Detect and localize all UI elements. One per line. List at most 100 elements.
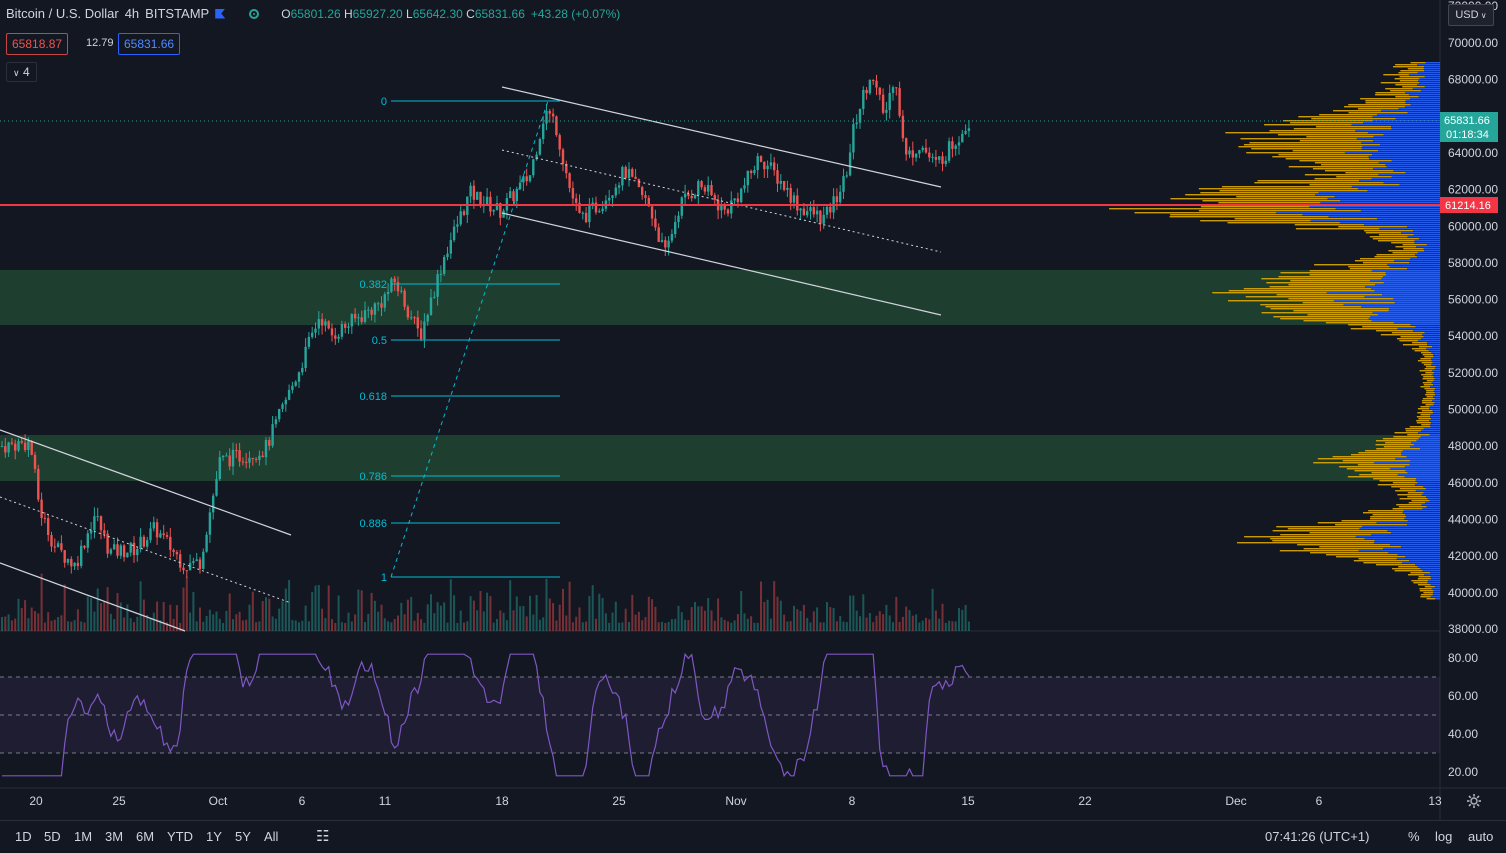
- candle-body[interactable]: [235, 449, 238, 451]
- candle-body[interactable]: [47, 518, 50, 536]
- candle-body[interactable]: [20, 441, 23, 443]
- candle-body[interactable]: [182, 567, 185, 571]
- candle-body[interactable]: [763, 161, 766, 170]
- candle-body[interactable]: [334, 335, 337, 339]
- candle-body[interactable]: [390, 278, 393, 292]
- candle-body[interactable]: [782, 180, 786, 190]
- candle-body[interactable]: [627, 169, 631, 179]
- candle-body[interactable]: [363, 310, 367, 322]
- candle-body[interactable]: [773, 162, 776, 171]
- candle-body[interactable]: [208, 512, 212, 535]
- candle-body[interactable]: [693, 195, 697, 199]
- market-status-icon[interactable]: [249, 8, 260, 19]
- candle-body[interactable]: [789, 187, 792, 203]
- candle-body[interactable]: [687, 193, 690, 196]
- candle-body[interactable]: [865, 90, 868, 94]
- candle-body[interactable]: [756, 156, 759, 171]
- candle-body[interactable]: [888, 92, 891, 110]
- candle-body[interactable]: [591, 202, 594, 205]
- candle-body[interactable]: [812, 207, 815, 215]
- candle-body[interactable]: [647, 197, 650, 207]
- candle-body[interactable]: [297, 372, 301, 382]
- candle-body[interactable]: [413, 317, 416, 319]
- candle-body[interactable]: [862, 90, 865, 109]
- candle-body[interactable]: [806, 211, 809, 216]
- candle-body[interactable]: [132, 542, 136, 556]
- flag-icon[interactable]: [215, 8, 226, 19]
- candle-body[interactable]: [63, 550, 66, 563]
- candle-body[interactable]: [868, 80, 872, 94]
- candle-body[interactable]: [852, 124, 855, 153]
- candle-body[interactable]: [769, 162, 773, 166]
- candle-body[interactable]: [307, 336, 311, 347]
- candle-body[interactable]: [710, 185, 713, 196]
- candle-body[interactable]: [353, 314, 357, 319]
- candle-body[interactable]: [423, 321, 426, 340]
- candle-body[interactable]: [654, 218, 657, 228]
- candle-body[interactable]: [611, 195, 614, 198]
- candle-body[interactable]: [258, 455, 261, 460]
- old-channel-lower[interactable]: [0, 562, 186, 632]
- candle-body[interactable]: [809, 207, 812, 212]
- candle-body[interactable]: [624, 166, 627, 179]
- candle-body[interactable]: [446, 253, 449, 258]
- candle-body[interactable]: [617, 185, 621, 188]
- candle-body[interactable]: [555, 116, 558, 136]
- channel-line-mid[interactable]: [501, 149, 942, 253]
- candle-body[interactable]: [324, 321, 327, 326]
- candle-body[interactable]: [188, 562, 192, 571]
- candle-body[interactable]: [4, 446, 7, 453]
- interval-label[interactable]: 4h: [124, 6, 140, 21]
- currency-select[interactable]: USD ∨: [1448, 4, 1494, 26]
- candle-body[interactable]: [268, 440, 271, 446]
- candle-body[interactable]: [951, 141, 954, 149]
- timeframe-1m[interactable]: 1M: [74, 829, 93, 844]
- candle-body[interactable]: [736, 198, 740, 203]
- candle-body[interactable]: [367, 309, 370, 311]
- candle-body[interactable]: [311, 332, 314, 337]
- candle-body[interactable]: [674, 222, 677, 235]
- candle-body[interactable]: [56, 543, 60, 548]
- candle-body[interactable]: [317, 319, 320, 329]
- candle-body[interactable]: [895, 87, 898, 89]
- candle-body[interactable]: [377, 303, 380, 305]
- candle-body[interactable]: [419, 328, 423, 340]
- candle-body[interactable]: [271, 424, 274, 446]
- timeframe-1y[interactable]: 1Y: [206, 829, 222, 844]
- indicators-toggle[interactable]: ∨ 4: [6, 62, 37, 82]
- candle-body[interactable]: [83, 545, 86, 548]
- candle-body[interactable]: [528, 175, 532, 182]
- candle-body[interactable]: [667, 240, 670, 248]
- candle-body[interactable]: [86, 533, 89, 548]
- candle-body[interactable]: [766, 165, 769, 170]
- candle-body[interactable]: [146, 540, 149, 547]
- candle-body[interactable]: [614, 187, 617, 196]
- candle-body[interactable]: [947, 141, 951, 161]
- candle-body[interactable]: [578, 202, 581, 213]
- candle-body[interactable]: [967, 128, 971, 131]
- candle-body[interactable]: [456, 224, 459, 227]
- candle-body[interactable]: [294, 381, 297, 386]
- fib-trend-line[interactable]: [390, 100, 549, 578]
- candle-body[interactable]: [228, 455, 231, 467]
- candle-body[interactable]: [436, 274, 439, 297]
- candle-body[interactable]: [215, 479, 218, 496]
- candle-body[interactable]: [845, 175, 848, 177]
- candle-body[interactable]: [129, 542, 132, 553]
- candle-body[interactable]: [264, 440, 268, 458]
- candle-body[interactable]: [278, 408, 281, 420]
- log-scale-button[interactable]: log: [1435, 829, 1453, 844]
- candle-body[interactable]: [284, 399, 287, 405]
- candle-body[interactable]: [650, 206, 654, 219]
- candle-body[interactable]: [779, 180, 782, 184]
- candle-body[interactable]: [594, 202, 598, 213]
- candle-body[interactable]: [50, 535, 53, 547]
- candle-body[interactable]: [733, 198, 736, 201]
- candle-body[interactable]: [644, 195, 647, 198]
- candle-body[interactable]: [27, 440, 30, 451]
- candle-body[interactable]: [941, 156, 944, 164]
- candle-body[interactable]: [918, 150, 921, 154]
- candle-body[interactable]: [535, 154, 538, 160]
- candle-body[interactable]: [383, 294, 386, 308]
